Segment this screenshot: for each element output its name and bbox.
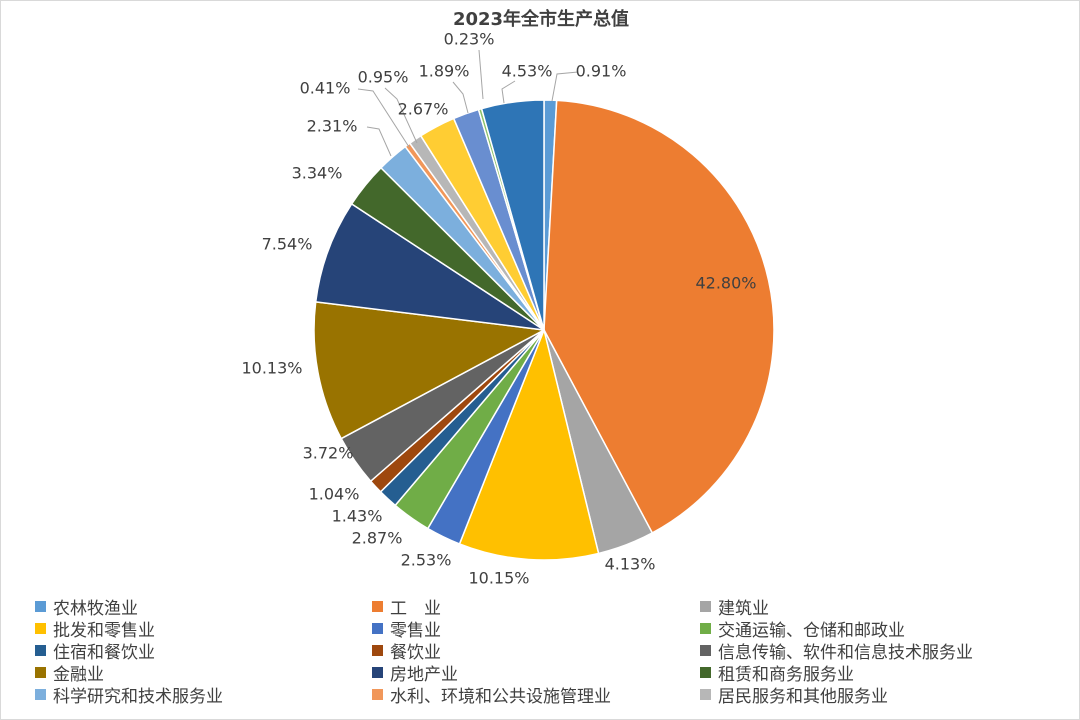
legend-swatch	[35, 666, 46, 678]
legend-item: 租赁和商务服务业	[700, 661, 854, 685]
legend-label: 信息传输、软件和信息技术服务业	[718, 642, 973, 663]
legend-swatch	[35, 600, 46, 612]
legend-item: 工 业	[372, 595, 441, 619]
legend-item: 批发和零售业	[35, 617, 155, 641]
data-label: 0.91%	[576, 62, 627, 81]
data-label: 1.43%	[332, 507, 383, 526]
legend-swatch	[372, 666, 383, 678]
leader-line	[452, 81, 469, 114]
data-label: 2.87%	[352, 529, 403, 548]
legend-swatch	[700, 666, 711, 678]
pie-slice	[458, 329, 600, 561]
data-label: 1.04%	[309, 485, 360, 504]
leader-line	[366, 126, 392, 157]
leader-line	[384, 87, 418, 144]
legend-item: 信息传输、软件和信息技术服务业	[700, 639, 973, 663]
chart-title: 2023年全市生产总值	[452, 9, 630, 30]
legend-label: 零售业	[390, 620, 441, 641]
legend-label: 房地产业	[390, 664, 458, 685]
legend-item: 交通运输、仓储和邮政业	[700, 617, 905, 641]
leader-line	[357, 88, 410, 148]
legend-item: 居民服务和其他服务业	[700, 683, 888, 707]
pie-slice	[314, 203, 545, 331]
data-label: 4.13%	[605, 555, 656, 574]
legend-swatch	[700, 622, 711, 634]
legend-label: 建筑业	[718, 598, 769, 619]
data-label: 10.13%	[241, 359, 302, 378]
legend-swatch	[35, 644, 46, 656]
legend-label: 交通运输、仓储和邮政业	[718, 620, 905, 641]
legend-label: 科学研究和技术服务业	[53, 686, 223, 707]
legend-label: 租赁和商务服务业	[718, 664, 854, 685]
legend-swatch	[700, 688, 711, 700]
legend-label: 农林牧渔业	[53, 598, 138, 619]
leader-line	[501, 80, 516, 104]
legend-swatch	[372, 600, 383, 612]
legend-item: 农林牧渔业	[35, 595, 138, 619]
legend-label: 餐饮业	[390, 642, 441, 663]
legend-item: 水利、环境和公共设施管理业	[372, 683, 611, 707]
legend-item: 科学研究和技术服务业	[35, 683, 223, 707]
data-label: 7.54%	[262, 235, 313, 254]
legend-label: 批发和零售业	[53, 620, 155, 641]
data-label: 0.95%	[358, 68, 409, 87]
legend-item: 住宿和餐饮业	[35, 639, 155, 663]
legend-item: 餐饮业	[372, 639, 441, 663]
leader-line	[551, 71, 579, 102]
pie-slice	[313, 301, 545, 440]
pie-slices	[313, 99, 775, 561]
legend-label: 住宿和餐饮业	[53, 642, 155, 663]
data-label: 2.31%	[307, 117, 358, 136]
data-label: 10.15%	[468, 569, 529, 588]
legend-swatch	[372, 644, 383, 656]
legend-swatch	[700, 644, 711, 656]
pie-chart: 0.91% 42.80% 4.13% 10.15% 2.53% 2.87% 1.43% 1.0…	[241, 30, 775, 588]
legend-label: 金融业	[53, 664, 104, 685]
legend-item: 建筑业	[700, 595, 769, 619]
data-label: 1.89%	[419, 62, 470, 81]
data-label: 2.53%	[401, 551, 452, 570]
legend-item: 金融业	[35, 661, 104, 685]
leader-line	[478, 49, 484, 100]
legend-item: 房地产业	[372, 661, 458, 685]
data-label: 4.53%	[502, 62, 553, 81]
data-label: 0.23%	[444, 30, 495, 49]
data-label: 42.80%	[695, 274, 756, 293]
legend-label: 居民服务和其他服务业	[718, 686, 888, 707]
data-label: 3.34%	[292, 164, 343, 183]
legend-label: 水利、环境和公共设施管理业	[390, 686, 611, 707]
legend-swatch	[35, 622, 46, 634]
pie-slice	[480, 99, 545, 331]
legend-swatch	[35, 688, 46, 700]
legend-item: 零售业	[372, 617, 441, 641]
data-label: 2.67%	[398, 100, 449, 119]
data-labels: 0.91% 42.80% 4.13% 10.15% 2.53% 2.87% 1.43% 1.0…	[241, 30, 756, 588]
pie-slice	[543, 99, 775, 534]
legend-swatch	[372, 688, 383, 700]
legend-swatch	[372, 622, 383, 634]
legend-label: 工 业	[390, 598, 441, 619]
data-label: 0.41%	[300, 79, 351, 98]
data-label: 3.72%	[303, 444, 354, 463]
legend-swatch	[700, 600, 711, 612]
